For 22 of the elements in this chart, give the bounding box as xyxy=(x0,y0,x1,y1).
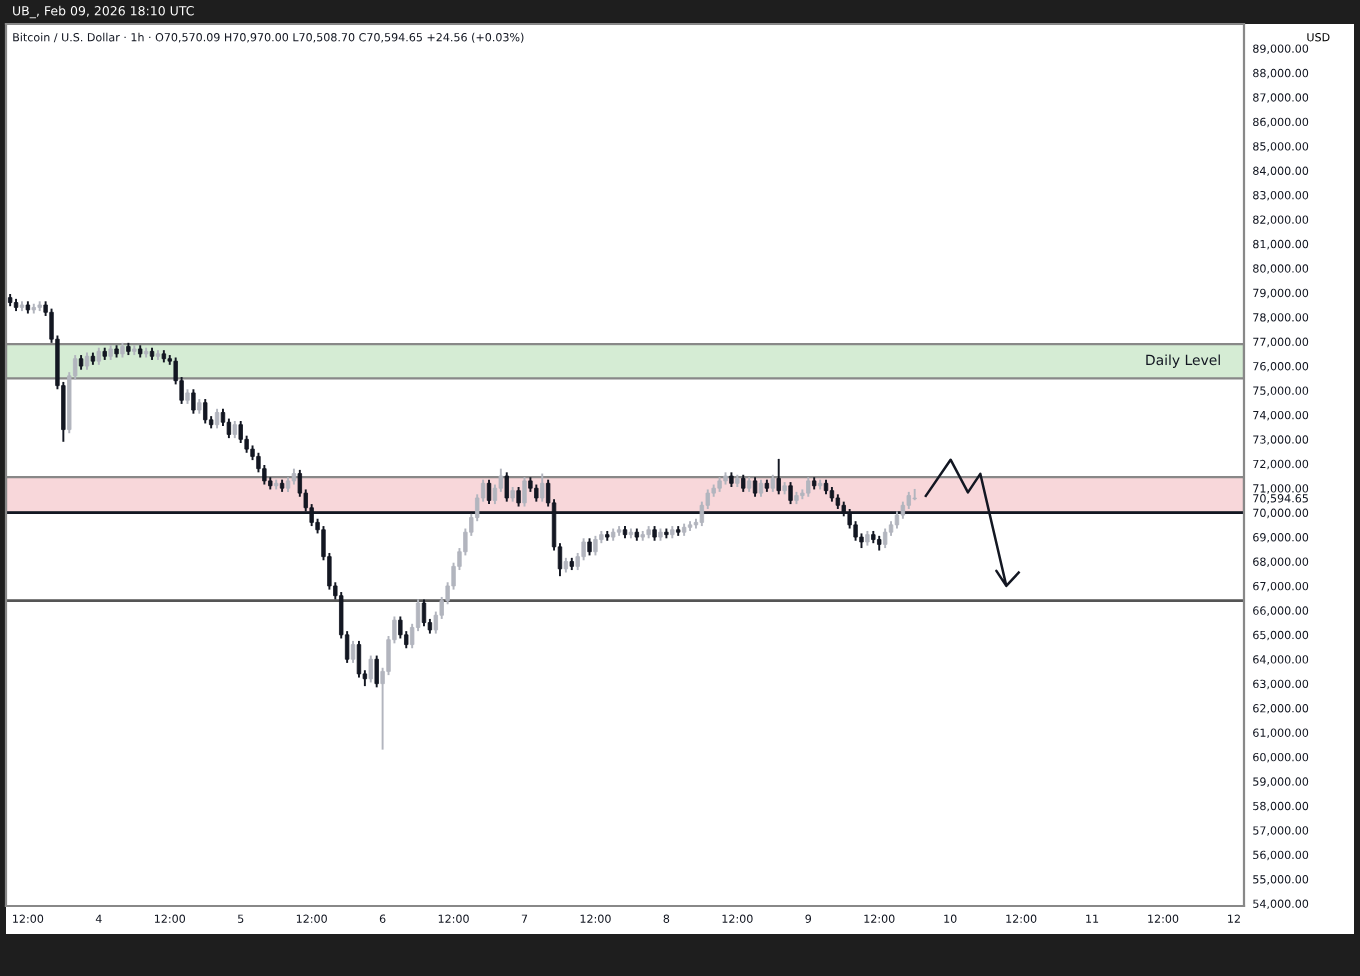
candlestick xyxy=(581,537,586,562)
candlestick xyxy=(350,639,356,664)
candlestick xyxy=(398,615,403,640)
candlestick xyxy=(214,407,220,430)
candlestick xyxy=(522,476,527,508)
candlestick xyxy=(776,457,781,496)
candlestick xyxy=(203,398,208,425)
candlestick xyxy=(752,476,758,498)
candlestick xyxy=(504,471,509,503)
candlestick xyxy=(516,486,521,508)
candlestick xyxy=(191,388,196,415)
candlestick xyxy=(593,534,598,557)
candlestick xyxy=(374,654,379,689)
candlestick xyxy=(806,476,811,498)
candlestick xyxy=(421,598,427,628)
candlestick xyxy=(356,639,362,679)
candlestick xyxy=(540,472,545,503)
candlestick xyxy=(226,417,232,440)
candlestick xyxy=(882,527,888,550)
candlestick xyxy=(368,654,373,684)
candlestick xyxy=(788,481,793,506)
candlestick xyxy=(486,478,492,506)
